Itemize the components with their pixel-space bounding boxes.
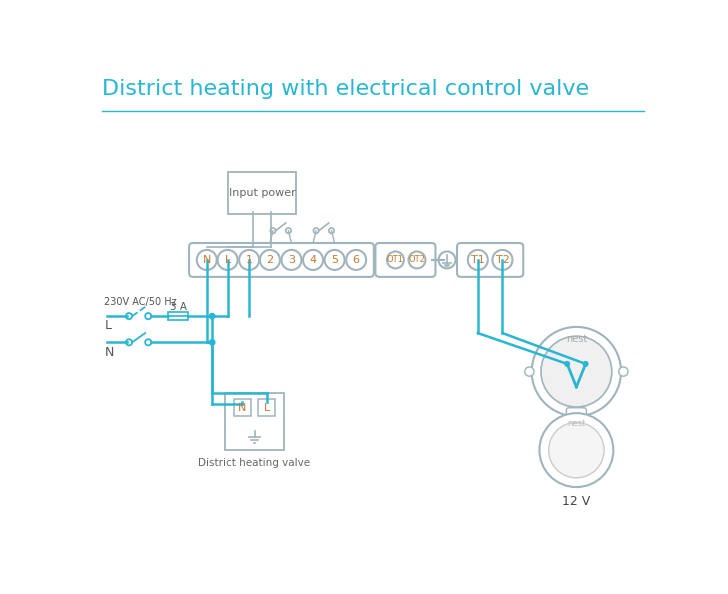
Circle shape	[565, 362, 569, 366]
Circle shape	[408, 251, 425, 268]
FancyBboxPatch shape	[376, 243, 435, 277]
Circle shape	[218, 250, 237, 270]
FancyBboxPatch shape	[258, 399, 275, 416]
Text: 2: 2	[266, 255, 274, 265]
Circle shape	[260, 250, 280, 270]
FancyBboxPatch shape	[225, 393, 284, 450]
Circle shape	[145, 339, 151, 345]
FancyBboxPatch shape	[167, 312, 188, 320]
Circle shape	[583, 362, 588, 366]
Circle shape	[492, 250, 513, 270]
Text: 6: 6	[352, 255, 360, 265]
Circle shape	[539, 413, 614, 487]
Text: L: L	[224, 255, 231, 265]
Circle shape	[303, 250, 323, 270]
FancyBboxPatch shape	[457, 243, 523, 277]
Circle shape	[210, 340, 215, 345]
Text: N: N	[104, 346, 114, 359]
Circle shape	[468, 250, 488, 270]
Text: T1: T1	[471, 255, 485, 265]
Circle shape	[210, 314, 215, 319]
Circle shape	[525, 367, 534, 376]
Circle shape	[346, 250, 366, 270]
FancyBboxPatch shape	[228, 172, 296, 214]
Text: OT1: OT1	[387, 255, 404, 264]
FancyBboxPatch shape	[234, 399, 250, 416]
Text: Input power: Input power	[229, 188, 296, 198]
Circle shape	[619, 367, 628, 376]
FancyBboxPatch shape	[566, 407, 586, 423]
Circle shape	[549, 422, 604, 478]
Text: N: N	[202, 255, 211, 265]
Circle shape	[126, 313, 132, 319]
Text: T2: T2	[496, 255, 510, 265]
Circle shape	[325, 250, 344, 270]
Text: 230V AC/50 Hz: 230V AC/50 Hz	[104, 297, 177, 307]
Text: 4: 4	[309, 255, 317, 265]
Text: 3 A: 3 A	[170, 302, 187, 312]
Text: District heating with electrical control valve: District heating with electrical control…	[102, 79, 589, 99]
Circle shape	[126, 339, 132, 345]
Circle shape	[282, 250, 301, 270]
Text: OT2: OT2	[408, 255, 425, 264]
Circle shape	[314, 228, 319, 233]
Text: 5: 5	[331, 255, 338, 265]
Text: L: L	[264, 403, 270, 413]
Circle shape	[270, 228, 276, 233]
Circle shape	[438, 251, 456, 268]
Circle shape	[387, 251, 404, 268]
Text: nest: nest	[566, 334, 587, 345]
Circle shape	[541, 336, 612, 407]
Circle shape	[329, 228, 334, 233]
Text: N: N	[238, 403, 246, 413]
Text: nest: nest	[567, 419, 585, 428]
Text: 3: 3	[288, 255, 295, 265]
Text: District heating valve: District heating valve	[199, 458, 311, 468]
Circle shape	[531, 327, 621, 416]
Circle shape	[239, 250, 259, 270]
Text: 12 V: 12 V	[562, 495, 590, 508]
FancyBboxPatch shape	[189, 243, 374, 277]
Text: L: L	[104, 319, 111, 332]
Circle shape	[145, 313, 151, 319]
Circle shape	[197, 250, 217, 270]
Circle shape	[285, 228, 291, 233]
Text: 1: 1	[245, 255, 253, 265]
